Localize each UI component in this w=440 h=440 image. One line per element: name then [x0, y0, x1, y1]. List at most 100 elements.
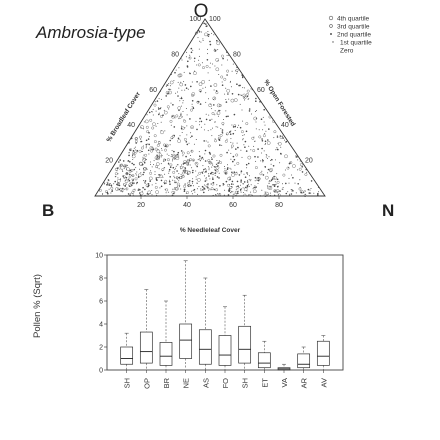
data-point	[276, 178, 279, 181]
data-point	[282, 183, 283, 185]
data-point	[208, 173, 209, 175]
data-point	[119, 163, 123, 167]
data-point	[152, 148, 155, 151]
data-point	[194, 161, 199, 166]
data-point	[177, 95, 179, 97]
data-point	[221, 129, 224, 131]
data-point	[182, 111, 184, 112]
data-point	[197, 159, 199, 161]
data-point	[212, 127, 213, 129]
data-point	[295, 154, 298, 158]
data-point	[201, 185, 204, 188]
data-point	[190, 47, 193, 50]
legend-label: 3rd quartile	[337, 24, 370, 31]
data-point	[106, 184, 108, 186]
data-point	[276, 147, 278, 149]
data-point	[122, 190, 124, 192]
data-point	[297, 169, 299, 171]
data-point	[197, 29, 200, 32]
data-point	[305, 168, 308, 171]
data-point	[203, 184, 205, 186]
data-point	[216, 176, 219, 178]
data-point	[282, 135, 284, 137]
data-point	[250, 179, 252, 181]
data-point	[204, 168, 206, 170]
data-point	[205, 23, 207, 25]
data-point	[237, 126, 239, 128]
data-point	[285, 192, 288, 195]
data-point	[267, 168, 270, 171]
data-point	[240, 179, 242, 181]
data-point	[181, 116, 183, 118]
data-point	[204, 153, 206, 155]
data-point	[241, 74, 243, 76]
data-point	[255, 186, 257, 188]
data-point	[248, 98, 250, 100]
x-axis: SH OP BR NE AS FO SH ET VA AR AV	[123, 370, 328, 389]
data-point	[197, 101, 199, 103]
data-point	[229, 133, 232, 135]
data-point	[240, 191, 242, 193]
data-point	[264, 133, 266, 134]
data-point	[176, 182, 180, 186]
data-point	[177, 73, 182, 78]
data-point	[145, 167, 147, 169]
data-point	[211, 157, 213, 159]
data-point	[169, 176, 171, 178]
data-point	[230, 192, 232, 194]
data-point	[248, 178, 250, 180]
data-point	[185, 108, 187, 109]
data-point	[129, 173, 131, 176]
data-point	[134, 177, 138, 181]
data-point	[191, 167, 193, 169]
x-tick-label: VA	[280, 378, 289, 387]
data-point	[205, 178, 207, 180]
data-point	[292, 164, 296, 168]
data-point	[128, 178, 129, 180]
data-point	[131, 154, 136, 159]
data-point	[233, 171, 236, 173]
data-point	[185, 56, 187, 58]
data-point	[160, 130, 162, 132]
data-point	[230, 158, 232, 160]
data-point	[116, 167, 119, 169]
data-point	[282, 187, 284, 188]
y-axis-title: Pollen % (Sqrt)	[32, 274, 43, 338]
data-point	[176, 181, 177, 183]
data-point	[188, 57, 190, 59]
data-point	[179, 97, 181, 99]
data-point	[158, 177, 160, 179]
data-point	[174, 187, 176, 189]
data-point	[136, 149, 139, 152]
data-point	[219, 144, 221, 146]
data-point	[133, 147, 135, 149]
data-point	[154, 156, 159, 160]
data-point	[246, 172, 248, 174]
data-point	[247, 162, 250, 165]
data-point	[227, 176, 231, 181]
data-point	[235, 68, 239, 72]
data-point	[214, 65, 216, 67]
data-point	[121, 191, 123, 193]
data-point	[148, 176, 153, 181]
data-point	[204, 86, 206, 88]
box	[277, 363, 291, 371]
data-point	[310, 180, 313, 182]
data-point	[222, 184, 224, 186]
data-point	[277, 148, 279, 151]
data-point	[263, 108, 266, 111]
data-point	[178, 87, 180, 89]
data-point	[155, 125, 157, 127]
box-plot: Pollen % (Sqrt) 0 2 4 6 8 10 SH OP BR NE AS FO SH ET…	[32, 253, 344, 389]
data-point	[260, 118, 263, 120]
data-point	[266, 154, 268, 156]
data-point	[158, 143, 160, 145]
data-point	[192, 169, 194, 172]
data-point	[140, 125, 144, 129]
data-point	[239, 126, 242, 129]
data-point	[122, 171, 124, 172]
data-point	[128, 142, 130, 144]
data-point	[231, 173, 235, 177]
data-point	[214, 110, 216, 112]
